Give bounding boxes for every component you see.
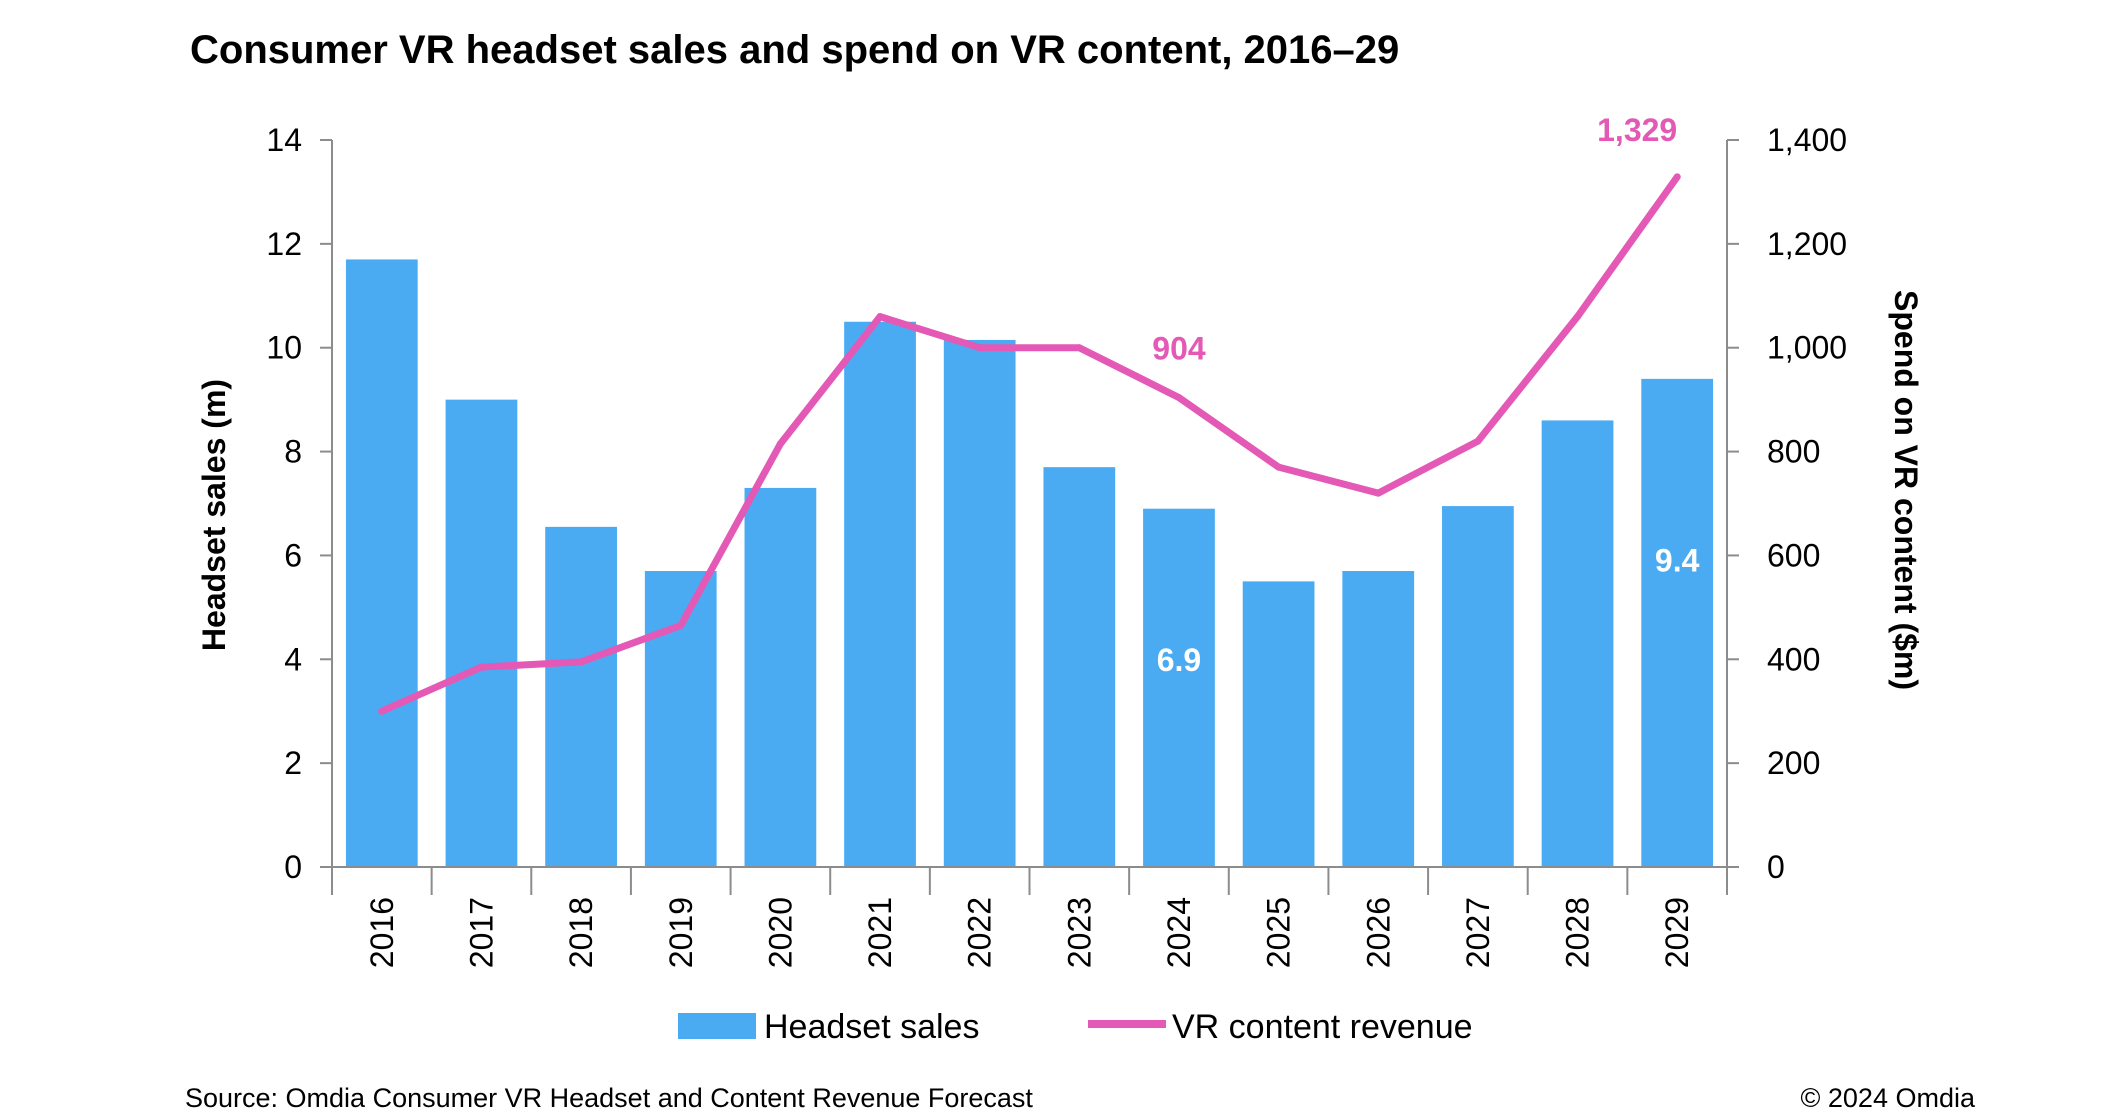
legend-swatch-headset-sales	[678, 1013, 756, 1039]
line-point-2017	[477, 663, 485, 671]
line-point-2020	[776, 440, 784, 448]
x-tick-label-2025: 2025	[1261, 897, 1297, 968]
left-tick-label: 6	[284, 537, 302, 573]
bar-2019	[644, 571, 717, 867]
left-tick-label: 10	[266, 330, 302, 366]
right-tick-label: 0	[1767, 849, 1785, 885]
x-tick-label-2021: 2021	[862, 897, 898, 968]
bar-2024	[1143, 508, 1215, 867]
bar-2021	[844, 321, 916, 867]
x-tick-label-2029: 2029	[1659, 897, 1695, 968]
data-labels: 6.9 9.4 904 1,329	[1152, 112, 1699, 678]
right-tick-label: 1,400	[1767, 122, 1847, 158]
line-data-label-2024: 904	[1152, 331, 1206, 367]
line-point-2023	[1075, 344, 1083, 352]
right-tick-label: 800	[1767, 434, 1820, 470]
x-tick-label-2016: 2016	[364, 897, 400, 968]
right-tick-label: 400	[1767, 641, 1820, 677]
line-data-label-2029: 1,329	[1597, 112, 1677, 148]
x-tick-label-2024: 2024	[1161, 897, 1197, 968]
bar-2017	[445, 399, 518, 867]
right-tick-label: 200	[1767, 745, 1820, 781]
x-tick-label-2027: 2027	[1460, 897, 1496, 968]
x-tick-label-2022: 2022	[962, 897, 998, 968]
legend-label-vr-content-revenue: VR content revenue	[1172, 1008, 1473, 1046]
right-tick-label: 1,200	[1767, 226, 1847, 262]
line-point-2025	[1275, 463, 1283, 471]
right-axis-title: Spend on VR content ($m)	[1888, 290, 1924, 690]
line-series-vr-content-revenue	[378, 173, 1681, 715]
x-tick-label-2020: 2020	[762, 897, 798, 968]
bar-2023	[1043, 467, 1116, 867]
x-tick-label-2017: 2017	[463, 897, 499, 968]
legend: Headset sales VR content revenue	[678, 1008, 1473, 1046]
legend-label-headset-sales: Headset sales	[764, 1008, 979, 1046]
bar-data-label-2024: 6.9	[1157, 642, 1201, 678]
bar-2027	[1442, 506, 1514, 867]
bar-series-headset-sales	[345, 259, 1714, 868]
left-tick-label: 12	[266, 226, 302, 262]
line-point-2028	[1574, 313, 1582, 321]
x-tick-label-2026: 2026	[1360, 897, 1396, 968]
line-point-2018	[577, 658, 585, 666]
left-tick-label: 14	[266, 122, 302, 158]
bar-2020	[744, 487, 817, 867]
x-tick-label-2019: 2019	[663, 897, 699, 968]
right-tick-label: 1,000	[1767, 330, 1847, 366]
line-point-2026	[1374, 489, 1382, 497]
line-point-2016	[378, 707, 386, 715]
line-point-2029	[1673, 173, 1681, 181]
bar-2016	[345, 259, 418, 868]
left-tick-label: 8	[284, 434, 302, 470]
bar-2025	[1242, 581, 1315, 867]
left-tick-label: 4	[284, 641, 302, 677]
chart-title: Consumer VR headset sales and spend on V…	[190, 28, 1399, 72]
left-tick-label: 2	[284, 745, 302, 781]
line-point-2022	[976, 344, 984, 352]
x-tick-label-2018: 2018	[563, 897, 599, 968]
bar-data-label-2029: 9.4	[1655, 542, 1700, 578]
axes: 0 2 4 6 8 10 12 14 0 200 400 600 800 1,000 1,200 1,400 2…	[266, 122, 1847, 968]
vr-content-revenue-line	[378, 173, 1681, 715]
left-tick-label: 0	[284, 849, 302, 885]
line-point-2019	[677, 622, 685, 630]
bar-2029	[1641, 378, 1714, 867]
line-point-2024	[1175, 394, 1183, 402]
copyright: © 2024 Omdia	[1801, 1083, 1976, 1113]
line-point-2027	[1474, 437, 1482, 445]
bar-2018	[545, 526, 617, 867]
bar-2028	[1541, 420, 1614, 867]
left-axis-title: Headset sales (m)	[196, 379, 232, 651]
right-tick-label: 600	[1767, 537, 1820, 573]
bar-2022	[943, 339, 1016, 867]
bar-2026	[1342, 571, 1415, 867]
x-tick-label-2028: 2028	[1560, 897, 1596, 968]
source-note: Source: Omdia Consumer VR Headset and Co…	[185, 1083, 1033, 1113]
x-tick-label-2023: 2023	[1061, 897, 1097, 968]
line-point-2021	[876, 313, 884, 321]
